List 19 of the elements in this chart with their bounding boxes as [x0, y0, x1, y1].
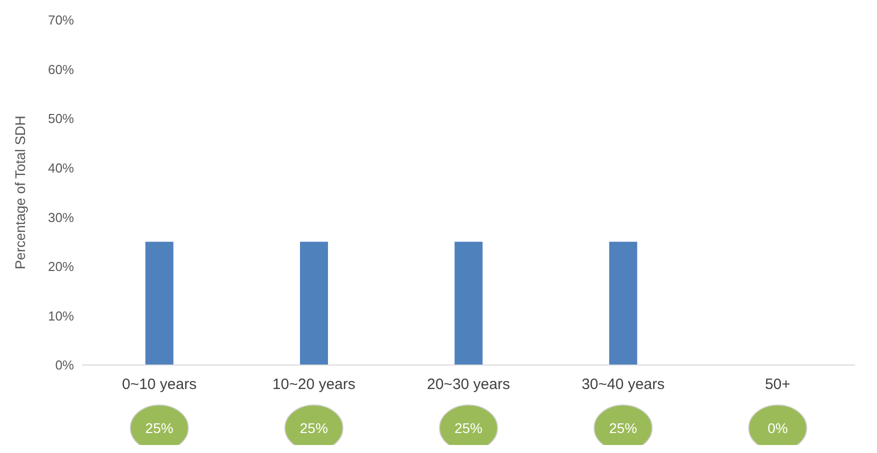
y-tick-label: 50% — [48, 111, 74, 126]
x-tick-label: 50+ — [764, 376, 791, 393]
data-label: 25% — [300, 420, 328, 436]
data-label: 25% — [454, 420, 483, 436]
y-tick-label: 40% — [48, 160, 74, 176]
x-tick-label: 30~40 years — [582, 376, 665, 393]
y-tick-label: 0% — [55, 358, 74, 373]
y-axis-title: Percentage of Total SDH — [12, 116, 28, 270]
x-tick-label: 20~30 years — [427, 376, 510, 393]
y-tick-label: 70% — [48, 12, 74, 28]
y-tick-label: 20% — [48, 259, 74, 274]
data-label: 25% — [609, 420, 638, 436]
data-label: 25% — [145, 420, 174, 436]
y-tick-label: 60% — [48, 62, 74, 77]
x-tick-label: 0~10 years — [122, 376, 197, 393]
x-tick-label: 10~20 years — [272, 376, 356, 393]
y-tick-label: 30% — [48, 210, 74, 225]
y-tick-label: 10% — [48, 308, 74, 324]
data-label: 0% — [768, 420, 788, 436]
